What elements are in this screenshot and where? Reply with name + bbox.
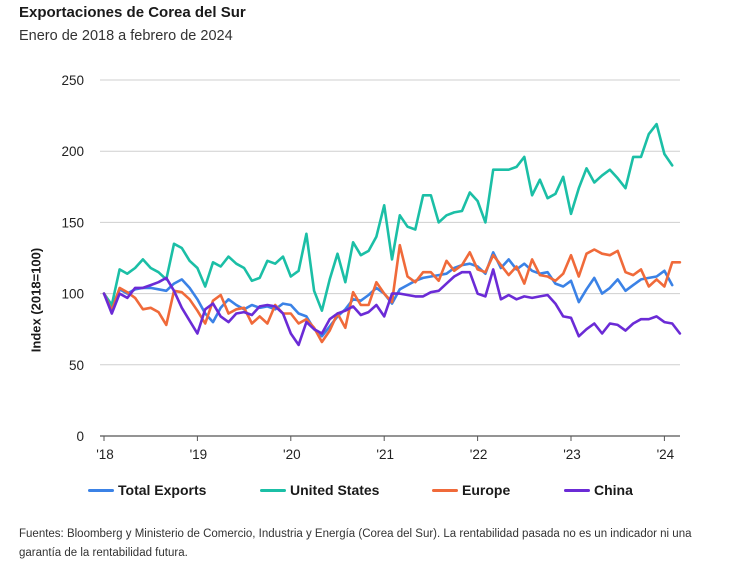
footnote: Fuentes: Bloomberg y Ministerio de Comer… [19,528,692,559]
legend-item-total-exports: Total Exports [88,482,206,498]
x-tick-label: '18 [96,447,114,462]
y-tick-label: 0 [76,429,84,444]
legend-label: United States [290,482,380,498]
legend-swatch [432,488,458,492]
y-tick-labels: 0 50 100 150 200 250 [61,73,84,444]
legend-swatch [564,488,590,492]
x-tick-label: '19 [190,447,208,462]
legend-item-united-states: United States [260,482,379,498]
series-line-china [102,268,682,347]
legend-label: China [594,482,633,498]
legend-swatch [260,488,286,492]
series-line-total-exports [102,251,674,338]
y-tick-label: 150 [61,215,84,230]
series-lines [102,122,682,347]
legend-swatch [88,488,114,492]
series-line-europe [102,243,682,344]
y-tick-label: 50 [69,358,84,373]
chart-title: Exportaciones de Corea del Sur [19,4,246,21]
y-tick-label: 250 [61,73,84,88]
line-chart: 0 50 100 150 200 250 '18 '19 '20 '21 '22 '23 '24 [61,73,682,462]
chart-subtitle: Enero de 2018 a febrero de 2024 [19,28,233,44]
x-tick-label: '20 [283,447,301,462]
x-tick-labels: '18 '19 '20 '21 '22 '23 '24 [96,436,675,462]
legend-item-europe: Europe [432,482,510,498]
legend-label: Total Exports [118,482,207,498]
y-tick-label: 100 [61,287,84,302]
x-tick-label: '23 [563,447,581,462]
legend-label: Europe [462,482,511,498]
x-tick-label: '24 [657,447,675,462]
x-tick-label: '21 [376,447,394,462]
y-tick-label: 200 [61,144,84,159]
series-line-united-states [102,122,674,313]
legend-item-china: China [564,482,633,498]
x-tick-label: '22 [470,447,488,462]
